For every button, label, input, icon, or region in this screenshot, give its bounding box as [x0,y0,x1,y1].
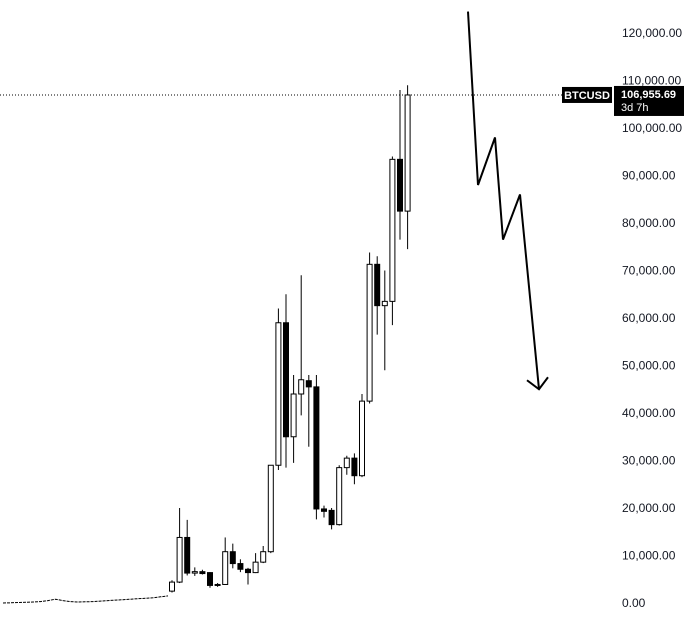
candle [214,583,221,587]
candle-body-up [343,457,350,469]
candle [374,256,381,335]
candle [237,559,244,573]
candle [359,394,365,478]
candle-body-up [336,467,343,526]
candle [321,505,327,518]
candle-body-down [237,563,244,570]
candle-body-up [381,300,388,307]
candle [245,567,251,585]
y-tick-label: 100,000.00 [622,121,682,135]
early-history-line [2,595,169,604]
y-tick-label: 10,000.00 [622,549,676,563]
candle [184,519,191,576]
candle-body-down [245,568,251,574]
candle [229,543,236,569]
candle [381,270,388,371]
candle [366,252,373,404]
candle [389,156,396,326]
candle-body-down [199,571,206,575]
candle-body-up [191,571,198,574]
price-axis[interactable]: 0.00 10,000.00 20,000.00 30,000.00 40,000.00… [622,26,682,610]
candle [260,546,267,564]
candle [275,308,282,470]
candle-body-down [229,551,236,565]
candle [298,275,305,416]
y-tick-label: 20,000.00 [622,501,676,515]
candle [222,537,229,585]
history-series [2,595,169,604]
y-tick-label: 120,000.00 [622,26,682,40]
candle-body-down [397,158,403,212]
candle [404,85,411,250]
candle-body-down [207,572,213,586]
candle-body-down [374,263,381,307]
candle-body-up [290,393,297,438]
candle [283,294,289,468]
candle-body-down [351,457,358,477]
symbol-tag [562,86,612,103]
candle [343,455,350,475]
candle-body-up [359,400,365,477]
last-price-label: 106,955.69 [621,89,676,101]
candle-body-down [283,322,289,438]
candle-body-up [366,263,373,402]
symbol-label: BTCUSD [564,90,610,102]
projection-line[interactable] [467,11,540,390]
y-tick-label: 50,000.00 [622,359,676,373]
candle-body-up [298,379,305,395]
candle-body-up [222,551,229,585]
candle-body-up [267,464,274,553]
price-tag [614,85,684,116]
candle [313,375,320,520]
y-tick-label: 30,000.00 [622,454,676,468]
candle [267,464,274,554]
candle [397,90,403,240]
candle-body-up [176,536,183,583]
candle [176,508,183,584]
y-tick-label: 40,000.00 [622,406,676,420]
candle-body-up [275,322,282,466]
candle [351,453,358,485]
candle-body-up [169,581,175,592]
candle-body-down [313,386,320,510]
candle-body-down [184,536,191,574]
bar-countdown-label: 3d 7h [621,102,649,114]
candle [191,567,198,576]
candle [328,508,335,530]
candle [336,465,343,526]
candle-body-down [305,380,312,388]
candle-body-up [252,561,259,574]
y-tick-label: 0.00 [622,596,646,610]
y-tick-label: 60,000.00 [622,311,676,325]
candle [305,375,312,447]
candles [169,85,411,593]
y-tick-label: 110,000.00 [622,74,681,88]
y-tick-label: 70,000.00 [622,264,676,278]
candle-body-up [260,551,267,563]
projection-drawing [467,11,549,391]
candle-body-up [389,158,396,302]
candle [199,569,206,575]
projection-arrowhead [526,376,549,391]
candle-body-up [214,583,221,586]
candle-body-down [321,508,327,512]
y-tick-label: 80,000.00 [622,216,676,230]
candle [207,572,213,588]
candle [252,553,259,574]
candle-body-down [328,509,335,526]
candle-body-up [404,94,411,212]
last-price-tag: BTCUSD 106,955.69 3d 7h [562,85,684,116]
candle [290,375,297,463]
candle [169,580,175,593]
y-tick-label: 90,000.00 [622,169,676,183]
